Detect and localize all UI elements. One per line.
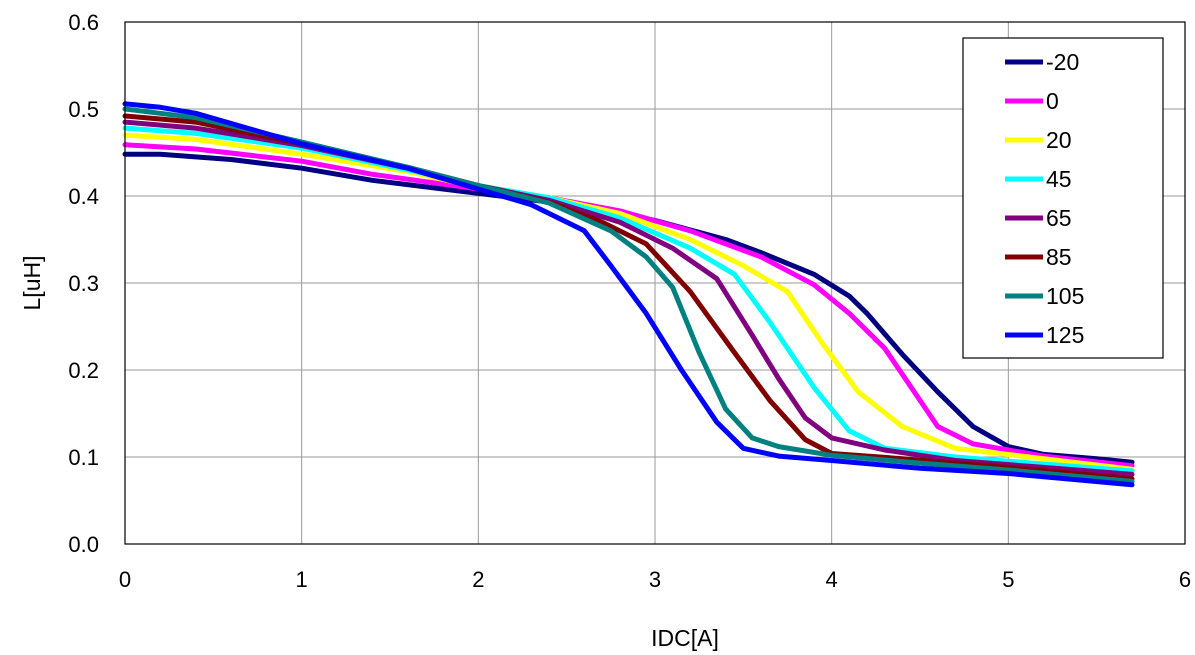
legend-label: 125 xyxy=(1046,322,1084,348)
y-axis-title: L[uH] xyxy=(19,256,45,311)
x-axis-title: IDC[A] xyxy=(651,625,719,651)
series-line-125 xyxy=(122,101,1135,488)
y-tick-label: 0.2 xyxy=(68,358,99,383)
x-tick-label: 1 xyxy=(296,567,308,592)
legend-label: 85 xyxy=(1046,244,1072,270)
series-line-20 xyxy=(122,132,1135,472)
legend-label: 65 xyxy=(1046,205,1072,231)
legend-label: 45 xyxy=(1046,166,1072,192)
series-line-0 xyxy=(122,142,1135,469)
x-tick-label: 4 xyxy=(826,567,838,592)
legend-label: 0 xyxy=(1046,88,1059,114)
tick-labels: 0 1 2 3 4 5 60.00.10.20.30.40.50.6 xyxy=(68,10,1191,592)
y-tick-label: 0.6 xyxy=(68,10,99,35)
series-group xyxy=(122,101,1135,488)
legend-label: 105 xyxy=(1046,283,1084,309)
legend-label: 20 xyxy=(1046,127,1072,153)
y-tick-label: 0.1 xyxy=(68,445,99,470)
legend-label: -20 xyxy=(1046,49,1079,75)
x-tick-label: 2 xyxy=(472,567,484,592)
x-tick-label: 0 xyxy=(119,567,131,592)
x-tick-label: 5 xyxy=(1002,567,1014,592)
x-tick-label: 6 xyxy=(1179,567,1191,592)
x-tick-label: 3 xyxy=(649,567,661,592)
series-line--20 xyxy=(122,151,1135,465)
y-tick-label: 0.4 xyxy=(68,184,99,209)
legend-box xyxy=(962,37,1164,359)
y-tick-label: 0.3 xyxy=(68,271,99,296)
plot-area-frame xyxy=(124,21,1186,545)
y-tick-label: 0.5 xyxy=(68,97,99,122)
legend: -20 0 20 45 65 85 105 125 xyxy=(962,37,1164,359)
y-tick-label: 0.0 xyxy=(68,532,99,557)
